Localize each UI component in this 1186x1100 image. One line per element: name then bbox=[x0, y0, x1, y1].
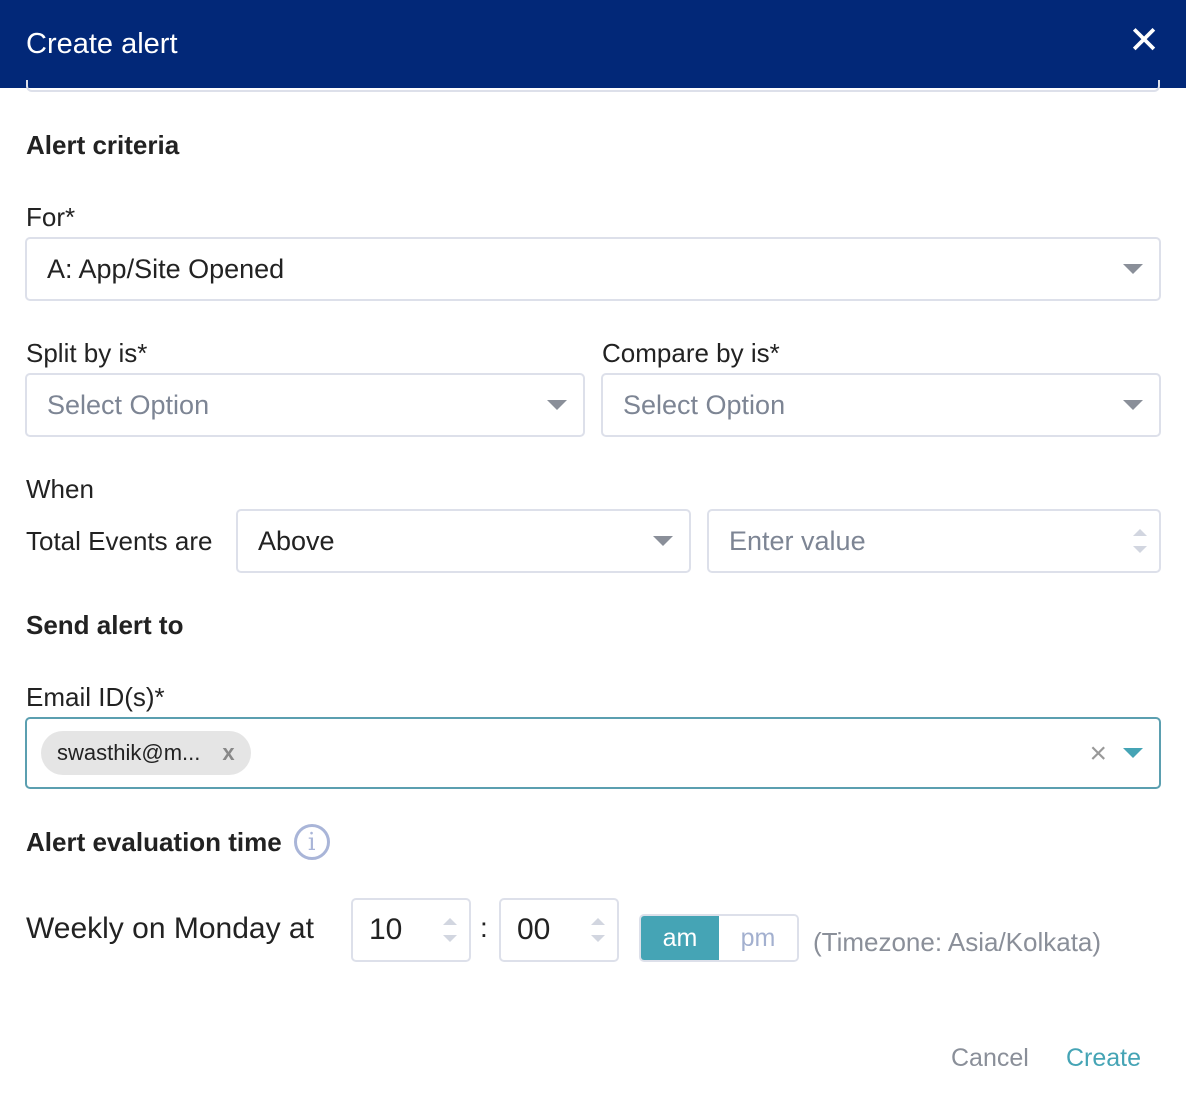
email-chip-label: swasthik@m... bbox=[57, 740, 201, 765]
close-icon[interactable]: ✕ bbox=[1128, 20, 1160, 62]
timezone-label: (Timezone: Asia/Kolkata) bbox=[813, 927, 1102, 957]
create-button[interactable]: Create bbox=[1066, 1044, 1142, 1072]
alert-criteria-heading: Alert criteria bbox=[26, 130, 180, 160]
clear-icon[interactable]: × bbox=[1089, 737, 1107, 770]
chevron-down-icon bbox=[653, 536, 673, 546]
for-label: For* bbox=[26, 202, 76, 232]
compare-by-label: Compare by is* bbox=[602, 338, 780, 368]
compare-by-placeholder: Select Option bbox=[623, 389, 786, 420]
dialog-title: Create alert bbox=[26, 28, 178, 60]
minute-value: 00 bbox=[517, 913, 551, 946]
value-placeholder: Enter value bbox=[729, 525, 866, 556]
for-select[interactable]: A: App/Site Opened bbox=[25, 237, 1161, 301]
when-label: When bbox=[26, 474, 94, 504]
email-chip: swasthik@m... x bbox=[41, 731, 251, 775]
hour-input[interactable]: 10 bbox=[351, 898, 471, 962]
evaluation-heading-row: Alert evaluation time i bbox=[26, 824, 330, 860]
time-separator: : bbox=[480, 912, 488, 943]
am-button[interactable]: am bbox=[641, 916, 719, 960]
schedule-label: Weekly on Monday at bbox=[26, 912, 314, 945]
info-icon[interactable]: i bbox=[293, 824, 330, 860]
stepper-icon[interactable] bbox=[591, 918, 605, 942]
split-by-label: Split by is* bbox=[26, 338, 148, 368]
condition-select[interactable]: Above bbox=[236, 509, 691, 573]
am-pm-toggle[interactable]: am pm bbox=[639, 914, 799, 962]
condition-value: Above bbox=[258, 525, 335, 556]
compare-by-select[interactable]: Select Option bbox=[601, 373, 1161, 437]
chevron-down-icon bbox=[1123, 264, 1143, 274]
email-select[interactable]: swasthik@m... x × bbox=[25, 717, 1161, 789]
cancel-button[interactable]: Cancel bbox=[951, 1044, 1029, 1072]
send-alert-heading: Send alert to bbox=[26, 610, 184, 640]
stepper-icon[interactable] bbox=[443, 918, 457, 942]
chip-remove-icon[interactable]: x bbox=[222, 740, 235, 765]
email-label: Email ID(s)* bbox=[26, 682, 165, 712]
previous-field-edge bbox=[26, 80, 1160, 92]
value-input[interactable]: Enter value bbox=[707, 509, 1161, 573]
chevron-down-icon[interactable] bbox=[1123, 748, 1143, 758]
pm-button[interactable]: pm bbox=[719, 916, 797, 960]
split-by-placeholder: Select Option bbox=[47, 389, 210, 420]
for-value: A: App/Site Opened bbox=[47, 253, 285, 284]
evaluation-heading: Alert evaluation time bbox=[26, 826, 282, 857]
chevron-down-icon bbox=[547, 400, 567, 410]
split-by-select[interactable]: Select Option bbox=[25, 373, 585, 437]
stepper-icon[interactable] bbox=[1133, 529, 1147, 553]
total-events-label: Total Events are bbox=[26, 526, 213, 556]
minute-input[interactable]: 00 bbox=[499, 898, 619, 962]
hour-value: 10 bbox=[369, 913, 403, 946]
dialog-header: Create alert ✕ bbox=[0, 0, 1186, 88]
chevron-down-icon bbox=[1123, 400, 1143, 410]
